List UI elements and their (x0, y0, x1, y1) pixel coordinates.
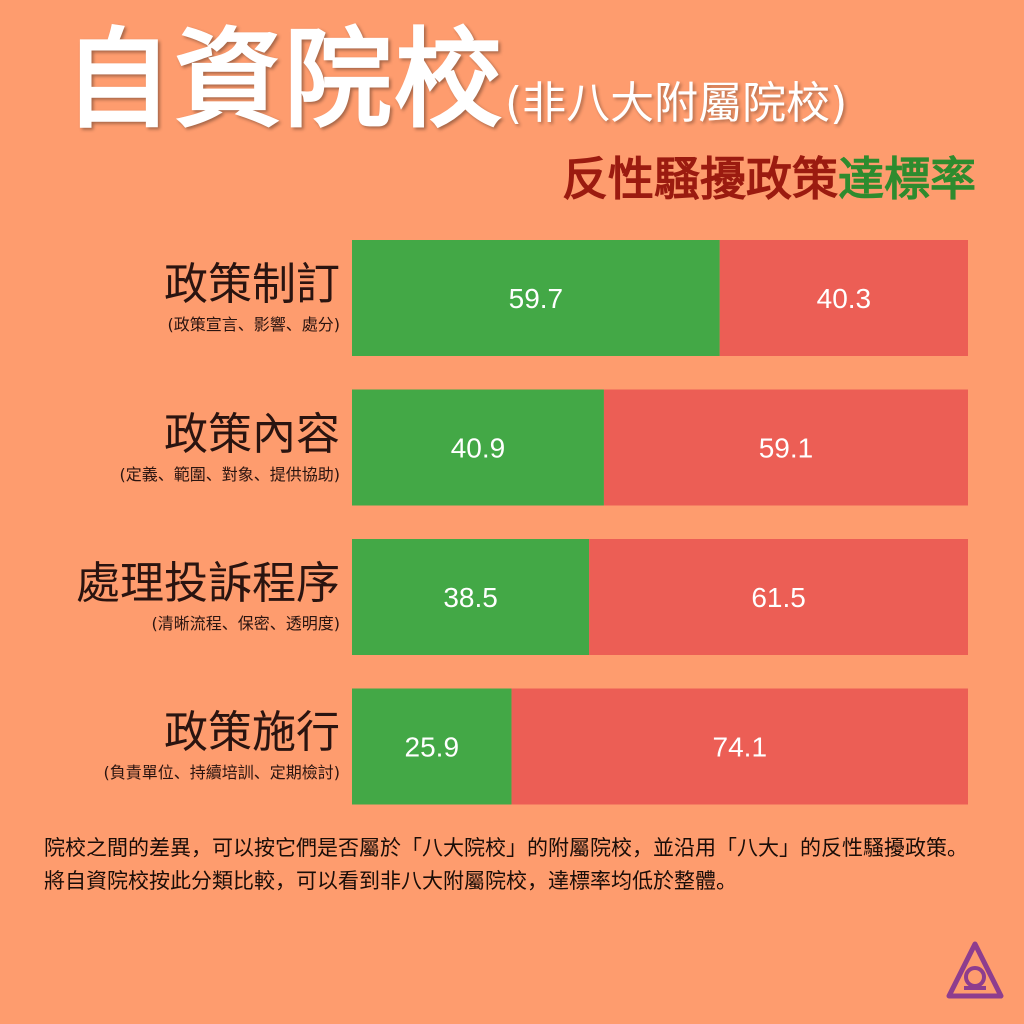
bar-fail-0 (719, 240, 968, 356)
bar-pass-0 (352, 240, 720, 356)
category-note: (政策宣言、影響、處分) (167, 314, 341, 334)
data-label-pass-3: 25.9 (405, 732, 460, 763)
bar-fail-3 (511, 688, 968, 805)
category-note: (負責單位、持續培訓、定期檢討) (103, 762, 341, 782)
row-label-2: 處理投訴程序 (清晰流程、保密、透明度) (76, 558, 341, 634)
subtitle-rate: 達標率 (838, 152, 976, 206)
data-label-fail-2: 61.5 (751, 582, 806, 613)
triangle-circle-logo-icon (946, 941, 1004, 999)
data-label-pass-1: 40.9 (451, 433, 506, 464)
category-label: 政策施行 (164, 707, 340, 758)
row-label-0: 政策制訂 (政策宣言、影響、處分) (164, 259, 341, 335)
footnote: 院校之間的差異，可以按它們是否屬於「八大院校」的附屬院校，並沿用「八大」的反性騷… (44, 836, 968, 893)
category-label: 處理投訴程序 (76, 558, 340, 609)
data-label-fail-3: 74.1 (713, 732, 768, 763)
category-label: 政策內容 (164, 409, 340, 460)
page-title-note: (非八大附屬院校) (505, 78, 848, 129)
chart-subtitle: 反性騷擾政策達標率 (562, 154, 976, 205)
data-label-fail-0: 40.3 (817, 283, 872, 314)
data-label-pass-2: 38.5 (443, 582, 498, 613)
bar-pass-3 (352, 688, 512, 805)
bar-pass-2 (352, 539, 590, 655)
data-label-fail-1: 59.1 (759, 433, 814, 464)
row-label-1: 政策內容 (定義、範圍、對象、提供協助) (119, 409, 341, 485)
bar-fail-1 (603, 389, 968, 506)
bar-fail-2 (589, 539, 968, 655)
subtitle-policy: 反性騷擾政策 (562, 152, 838, 206)
category-note: (清晰流程、保密、透明度) (151, 613, 341, 633)
category-note: (定義、範圍、對象、提供協助) (119, 464, 341, 484)
data-label-pass-0: 59.7 (509, 283, 563, 314)
row-label-3: 政策施行 (負責單位、持續培訓、定期檢討) (103, 707, 341, 783)
stacked-bar-chart: 59.7 40.3 40.9 59.1 38.5 61.5 25.9 74.1 (352, 240, 968, 805)
page-title: 自資院校 (64, 18, 505, 143)
category-label: 政策制訂 (164, 259, 340, 310)
bar-pass-1 (352, 389, 604, 506)
